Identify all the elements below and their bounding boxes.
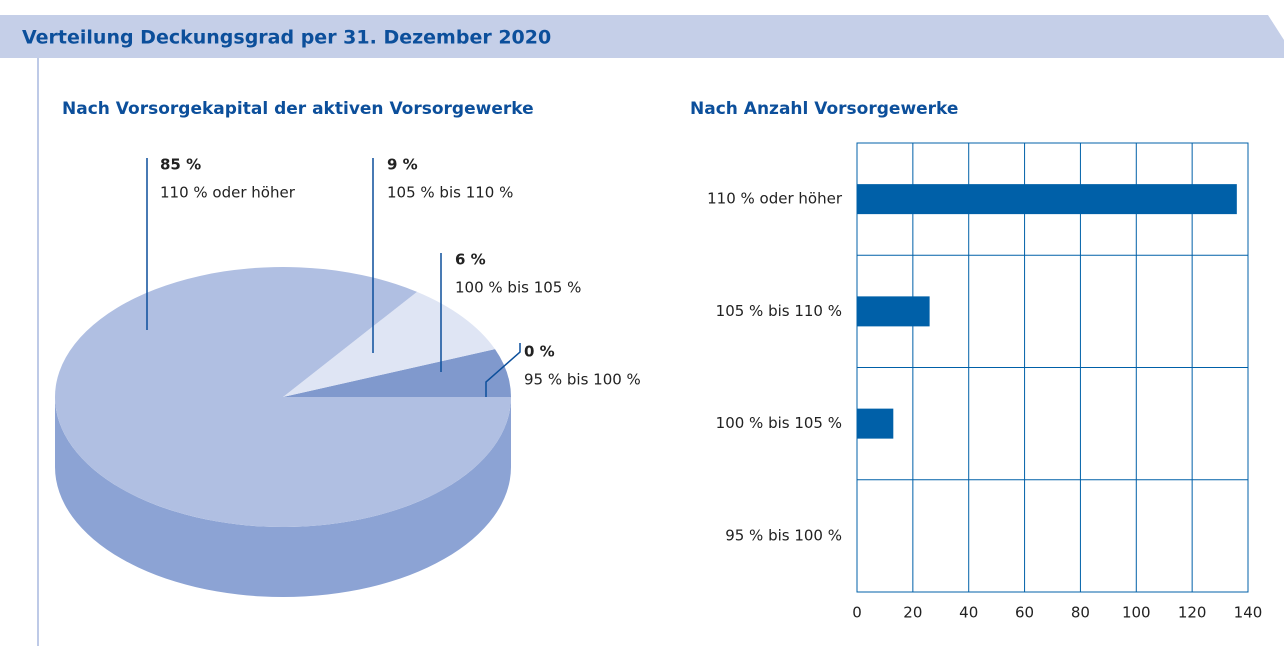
x-tick-label: 140: [1234, 604, 1263, 622]
value-label: 0 %: [524, 343, 555, 361]
x-tick-label: 100: [1122, 604, 1151, 622]
category-label: 95 % bis 100 %: [524, 371, 641, 389]
pie-title: Nach Vorsorgekapital der aktiven Vorsorg…: [62, 99, 534, 119]
pie-slice: [283, 291, 495, 397]
value-label: 6 %: [455, 251, 486, 269]
category-label: 110 % oder höher: [160, 184, 296, 202]
x-tick-label: 120: [1178, 604, 1207, 622]
y-tick-label: 105 % bis 110 %: [716, 302, 842, 320]
pie-slice: [283, 349, 511, 397]
header-band: [0, 15, 1284, 58]
category-label: 105 % bis 110 %: [387, 184, 513, 202]
bar: [857, 296, 930, 327]
bar: [857, 408, 894, 439]
x-tick-label: 60: [1015, 604, 1034, 622]
y-tick-label: 95 % bis 100 %: [725, 526, 842, 544]
bar-title: Nach Anzahl Vorsorgewerke: [690, 99, 958, 119]
x-tick-label: 40: [959, 604, 978, 622]
bar: [857, 184, 1237, 215]
pie-side: [55, 397, 511, 597]
value-label: 85 %: [160, 156, 201, 174]
y-tick-label: 110 % oder höher: [707, 190, 843, 208]
header-title: Verteilung Deckungsgrad per 31. Dezember…: [22, 27, 551, 49]
x-tick-label: 0: [852, 604, 862, 622]
x-tick-label: 80: [1071, 604, 1090, 622]
leader-line: [485, 343, 521, 397]
category-label: 100 % bis 105 %: [455, 279, 581, 297]
pie-slice: [55, 267, 512, 527]
x-tick-label: 20: [903, 604, 922, 622]
y-tick-label: 100 % bis 105 %: [716, 414, 842, 432]
value-label: 9 %: [387, 156, 418, 174]
